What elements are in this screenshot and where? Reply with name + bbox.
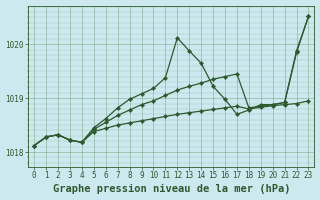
X-axis label: Graphe pression niveau de la mer (hPa): Graphe pression niveau de la mer (hPa) [52, 184, 290, 194]
